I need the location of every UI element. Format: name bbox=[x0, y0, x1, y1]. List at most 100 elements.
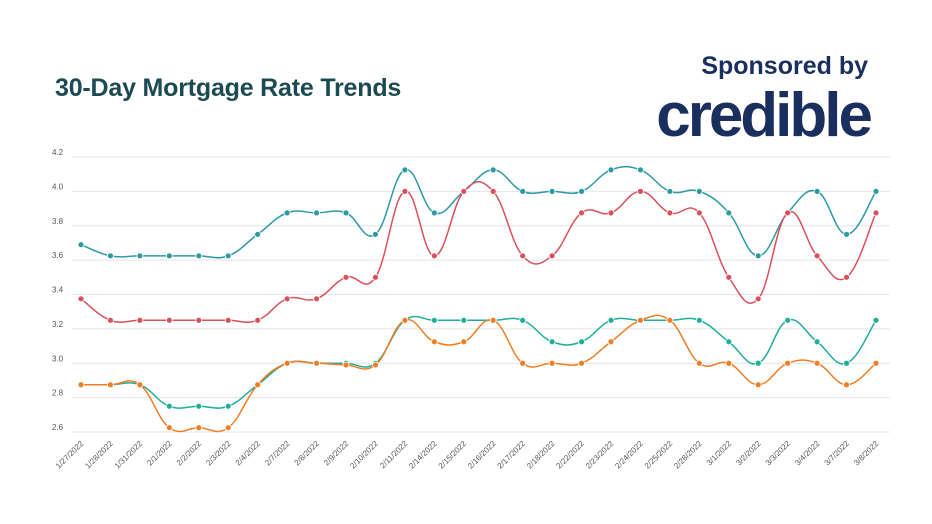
data-point bbox=[607, 166, 615, 174]
y-tick-label: 3.2 bbox=[52, 320, 64, 329]
x-tick-label: 2/11/2022 bbox=[378, 439, 409, 470]
data-point bbox=[283, 295, 291, 303]
data-point bbox=[313, 359, 320, 367]
data-point bbox=[313, 209, 320, 217]
data-point bbox=[107, 316, 114, 324]
data-point bbox=[136, 381, 144, 389]
data-point bbox=[637, 187, 644, 195]
data-point bbox=[430, 252, 438, 260]
data-point bbox=[607, 209, 615, 217]
data-point bbox=[548, 187, 556, 195]
x-tick-label: 1/28/2022 bbox=[83, 439, 115, 471]
y-tick-label: 3.4 bbox=[52, 286, 64, 295]
data-point bbox=[165, 316, 173, 324]
data-point bbox=[519, 187, 527, 195]
y-tick-label: 4.2 bbox=[52, 148, 64, 157]
data-point bbox=[401, 187, 409, 195]
series-line-2 bbox=[80, 180, 877, 323]
data-point bbox=[843, 359, 850, 367]
data-point bbox=[460, 338, 468, 346]
data-point bbox=[519, 316, 527, 324]
data-point bbox=[401, 316, 409, 324]
x-tick-label: 3/2/2022 bbox=[734, 439, 763, 468]
data-point bbox=[813, 252, 821, 260]
x-tick-label: 2/16/2022 bbox=[466, 439, 498, 471]
data-point bbox=[372, 230, 379, 238]
y-tick-label: 2.6 bbox=[52, 423, 64, 432]
data-point bbox=[578, 338, 585, 346]
data-point bbox=[548, 252, 556, 260]
x-tick-label: 2/23/2022 bbox=[584, 439, 616, 471]
data-point bbox=[813, 359, 821, 367]
sponsored-by-label: Sponsored by bbox=[701, 52, 868, 80]
data-point bbox=[754, 381, 762, 389]
data-point bbox=[784, 209, 792, 217]
data-point bbox=[136, 252, 144, 260]
series-line-3 bbox=[80, 315, 877, 409]
data-point bbox=[872, 316, 880, 324]
x-tick-label: 2/7/2022 bbox=[263, 439, 292, 468]
x-tick-label: 1/27/2022 bbox=[54, 439, 86, 471]
x-tick-label: 2/2/2022 bbox=[175, 439, 204, 468]
data-point bbox=[695, 187, 703, 195]
chart-title: 30-Day Mortgage Rate Trends bbox=[55, 74, 402, 102]
data-point bbox=[489, 187, 497, 195]
data-point bbox=[872, 359, 880, 367]
data-point bbox=[195, 402, 203, 410]
x-tick-label: 3/3/2022 bbox=[764, 439, 793, 468]
x-tick-label: 3/1/2022 bbox=[705, 439, 734, 468]
data-point bbox=[460, 316, 468, 324]
data-point bbox=[843, 230, 850, 238]
x-tick-label: 2/24/2022 bbox=[613, 439, 645, 471]
x-tick-label: 2/25/2022 bbox=[643, 439, 675, 471]
data-point bbox=[578, 209, 585, 217]
data-point bbox=[519, 359, 527, 367]
data-point bbox=[283, 359, 291, 367]
data-point bbox=[725, 359, 733, 367]
data-point bbox=[401, 166, 409, 174]
data-point bbox=[784, 316, 792, 324]
data-point bbox=[224, 402, 232, 410]
data-point bbox=[77, 241, 85, 249]
data-point bbox=[342, 209, 350, 217]
data-point bbox=[548, 359, 556, 367]
data-point bbox=[754, 359, 762, 367]
data-point bbox=[872, 209, 880, 217]
data-point bbox=[872, 187, 880, 195]
x-tick-label: 2/9/2022 bbox=[322, 439, 351, 468]
data-point bbox=[843, 381, 850, 389]
data-point bbox=[342, 273, 350, 281]
data-point bbox=[637, 316, 644, 324]
y-tick-label: 4.0 bbox=[52, 182, 64, 191]
data-point bbox=[695, 316, 703, 324]
data-point bbox=[695, 359, 703, 367]
data-point bbox=[813, 338, 821, 346]
data-point bbox=[165, 252, 173, 260]
y-tick-label: 3.0 bbox=[52, 354, 64, 363]
data-point bbox=[195, 252, 203, 260]
data-point bbox=[637, 166, 644, 174]
data-point bbox=[372, 361, 379, 369]
data-point bbox=[666, 316, 674, 324]
data-point bbox=[548, 338, 556, 346]
x-tick-label: 3/4/2022 bbox=[793, 439, 822, 468]
x-tick-label: 2/3/2022 bbox=[204, 439, 233, 468]
data-point bbox=[165, 424, 173, 432]
x-tick-label: 3/8/2022 bbox=[852, 439, 881, 468]
x-tick-label: 2/22/2022 bbox=[554, 439, 586, 471]
data-point bbox=[813, 187, 821, 195]
x-tick-label: 3/7/2022 bbox=[823, 439, 852, 468]
x-tick-label: 2/18/2022 bbox=[525, 439, 557, 471]
data-point bbox=[430, 209, 438, 217]
data-point bbox=[725, 338, 733, 346]
x-tick-label: 2/17/2022 bbox=[496, 439, 528, 471]
data-point bbox=[107, 381, 114, 389]
data-point bbox=[666, 187, 674, 195]
x-tick-label: 2/8/2022 bbox=[293, 439, 322, 468]
data-point bbox=[725, 209, 733, 217]
data-point bbox=[283, 209, 291, 217]
data-point bbox=[460, 187, 468, 195]
x-tick-label: 2/28/2022 bbox=[672, 439, 704, 471]
data-point bbox=[77, 381, 85, 389]
